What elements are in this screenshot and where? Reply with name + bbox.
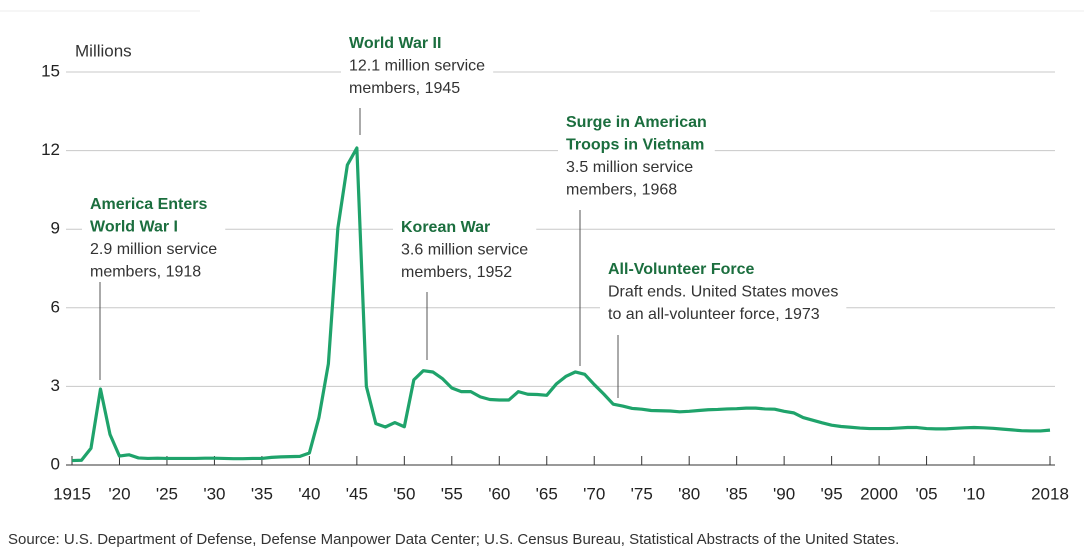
- annotation-background: [393, 217, 537, 284]
- x-tick-label: '65: [536, 484, 558, 503]
- annotation: World War II 12.1 million service members,…: [341, 33, 494, 135]
- annotation-title: Surge in American: [566, 114, 707, 131]
- x-tick-label: '90: [773, 484, 795, 503]
- line: [71, 146, 1051, 463]
- annotation-text: 3.5 million service: [566, 159, 693, 176]
- x-tick-label: '95: [821, 484, 843, 503]
- annotation-background: [558, 112, 715, 201]
- y-tick-label: 0: [51, 454, 60, 473]
- annotation-title: Korean War: [401, 219, 490, 236]
- annotation: America Enters World War I 2.9 million ser…: [82, 194, 226, 380]
- annotation-title: America Enters: [90, 196, 207, 213]
- x-tick-label: '05: [915, 484, 937, 503]
- annotation-text: members, 1968: [566, 182, 677, 199]
- x-tick-label: 2018: [1031, 484, 1069, 503]
- x-tick-label: '30: [203, 484, 225, 503]
- x-tick-label: '25: [156, 484, 178, 503]
- x-tick-label: '70: [583, 484, 605, 503]
- annotation-text: Draft ends. United States moves: [608, 284, 838, 301]
- source: Source: U.S. Department of Defense, Defe…: [8, 531, 899, 548]
- x-tick-label: 2000: [860, 484, 898, 503]
- annotation-text: members, 1952: [401, 264, 512, 281]
- annotation-text: 12.1 million service: [349, 58, 485, 75]
- annotations: America Enters World War I 2.9 million ser…: [82, 33, 847, 398]
- x-tick-label: '45: [346, 484, 368, 503]
- plot: 1915 '20 '25 '30 '35 '40 '45 '50 '55 '60 '65 '70 '75…: [53, 146, 1069, 503]
- annotation-text: 2.9 million service: [90, 241, 217, 258]
- annotation-title: Troops in Vietnam: [566, 137, 704, 154]
- annotation-background: [600, 259, 847, 326]
- x-tick-label: '80: [678, 484, 700, 503]
- x-tick-label: '50: [393, 484, 415, 503]
- annotation-title: All-Volunteer Force: [608, 261, 754, 278]
- x-tick-label: '35: [251, 484, 273, 503]
- annotation-text: members, 1945: [349, 80, 460, 97]
- annotation-background: [82, 194, 226, 283]
- annotation: All-Volunteer Force Draft ends. United St…: [600, 259, 847, 398]
- annotation-text: to an all-volunteer force, 1973: [608, 306, 820, 323]
- y-tick-label: 9: [51, 219, 60, 238]
- annotation-title: World War I: [90, 219, 178, 236]
- annotation: Surge in American Troops in Vietnam 3.5 mi…: [558, 112, 715, 366]
- annotation-text: 3.6 million service: [401, 242, 528, 259]
- x-tick-label: '85: [726, 484, 748, 503]
- y-tick-label: 15: [41, 61, 60, 80]
- y-tick-label: 6: [51, 297, 60, 316]
- x-tick-label: '10: [963, 484, 985, 503]
- y-tick-label: 12: [41, 140, 60, 159]
- annotation-text: members, 1918: [90, 264, 201, 281]
- x-tick-label: '40: [298, 484, 320, 503]
- x-tick-label: '75: [631, 484, 653, 503]
- annotation: Korean War 3.6 million service members, 19…: [393, 217, 537, 360]
- x-tick-label: 1915: [53, 484, 91, 503]
- x-tick-label: '55: [441, 484, 463, 503]
- grid: 0 3 6 9 12 15: [41, 61, 1055, 473]
- x-tick-label: '20: [108, 484, 130, 503]
- annotation-title: World War II: [349, 35, 441, 52]
- annotation-background: [341, 33, 494, 100]
- y-tick-label: 3: [51, 376, 60, 395]
- x-tick-label: '60: [488, 484, 510, 503]
- y-axis-label: Millions: [75, 41, 132, 60]
